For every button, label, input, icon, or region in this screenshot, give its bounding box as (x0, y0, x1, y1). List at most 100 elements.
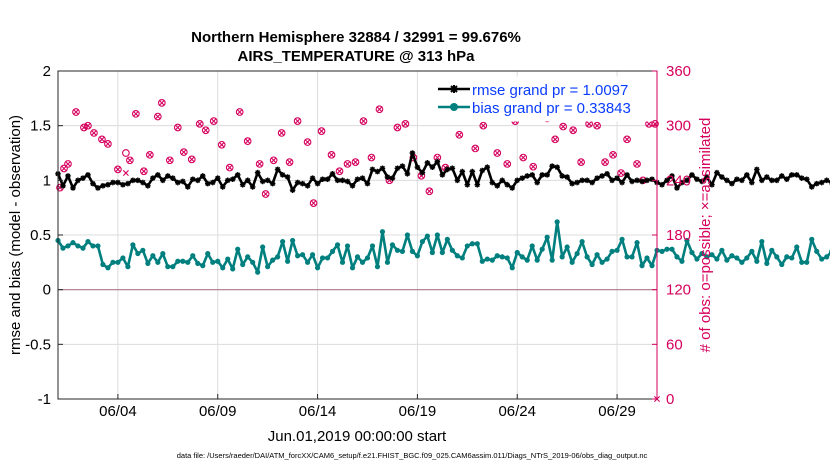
obs-possible-point (285, 158, 294, 166)
obs-possible-point (72, 108, 80, 116)
obs-possible-point (209, 117, 218, 125)
bias-point (170, 264, 176, 270)
bias-point (454, 253, 460, 259)
obs-assimilated-point (504, 160, 511, 167)
obs-possible-point (132, 109, 140, 118)
rmse-point (354, 176, 361, 183)
rmse-point (604, 170, 610, 177)
rmse-point (739, 177, 745, 184)
obs-assimilated-point (318, 128, 325, 135)
rmse-point (494, 183, 501, 189)
rmse-point (664, 177, 670, 184)
obs-assimilated-point (610, 151, 617, 158)
bias-point (160, 250, 166, 257)
chart-title: Northern Hemisphere 32884 / 32991 = 99.6… (191, 29, 521, 46)
bias-point (429, 249, 435, 256)
rmse-point (788, 172, 795, 178)
bias-point (120, 255, 126, 261)
rmse-point (274, 166, 281, 173)
bias-point (309, 252, 316, 258)
y-tick-label: 1.5 (30, 118, 51, 135)
rmse-point (184, 184, 191, 190)
bias-point (200, 263, 206, 269)
bias-point (759, 238, 765, 245)
rmse-point (429, 164, 436, 171)
rmse-point (85, 172, 91, 178)
bias-point (110, 259, 116, 265)
y2-tick-label: 60 (666, 336, 683, 353)
y-tick-label: 2 (43, 63, 51, 80)
obs-assimilated-point (196, 120, 203, 127)
y2-tick-label: 0 (666, 391, 674, 408)
rmse-point (419, 169, 426, 176)
rmse-point (694, 176, 700, 183)
bias-point (329, 248, 336, 254)
rmse-point (514, 177, 521, 184)
obs-possible-point (569, 126, 577, 135)
obs-assimilated-point (158, 99, 165, 106)
legend-box (433, 76, 653, 122)
obs-possible-point (617, 169, 625, 177)
bias-point (250, 259, 256, 265)
bias-point (679, 258, 685, 264)
bias-point (439, 249, 445, 256)
chart-subtitle: AIRS_TEMPERATURE @ 313 hPa (238, 48, 476, 65)
bias-point (764, 260, 770, 267)
bias-point (150, 253, 156, 259)
rmse-point (634, 177, 640, 184)
bias-point (135, 250, 141, 257)
obs-assimilated-point (72, 109, 79, 115)
rmse-point (449, 165, 456, 172)
bias-point (344, 243, 351, 249)
bias-point (105, 265, 111, 271)
obs-possible-point (609, 150, 617, 159)
obs-possible-point (269, 156, 278, 165)
rmse-point (179, 178, 186, 185)
rmse-point (704, 174, 710, 180)
obs-assimilated-point (586, 120, 593, 127)
bias-point (574, 250, 580, 257)
x-tick-label: 06/04 (99, 403, 137, 420)
bias-point (449, 247, 455, 253)
bias-point (464, 243, 470, 249)
obs-possible-point (375, 105, 384, 114)
obs-possible-point (493, 149, 502, 157)
rmse-point (224, 177, 231, 184)
bias-point (280, 238, 286, 245)
rmse-point (659, 181, 665, 188)
rmse-point (115, 179, 121, 186)
obs-possible-point (303, 138, 312, 146)
rmse-point (544, 172, 550, 178)
y2-axis-label: # of obs: o=possible; ×=assimilated (697, 118, 714, 353)
bias-point (175, 258, 181, 264)
rmse-point (793, 172, 800, 178)
rmse-point (559, 173, 565, 179)
obs-assimilated-point (394, 124, 401, 131)
bias-point (469, 241, 475, 247)
bias-point (619, 236, 625, 242)
y-tick-label: -1 (38, 391, 51, 408)
rmse-point (619, 179, 625, 186)
axis-ticks: 06/04 06/09 06/14 06/19 06/24 06/29 -1 -0.5 0 0.5… (25, 63, 691, 420)
obs-assimilated-point (530, 163, 537, 170)
obs-possible-point (593, 121, 601, 130)
bias-point (130, 242, 136, 248)
bias-point (644, 255, 650, 261)
bias-point (230, 266, 236, 272)
obs-possible-point (153, 112, 162, 121)
bias-point (769, 247, 775, 253)
legend[interactable]: rmse grand pr = 1.0097 bias grand pr = 0… (433, 76, 653, 122)
obs-possible-point (551, 135, 560, 144)
rmse-point (709, 181, 715, 188)
y2-tick-label: 360 (666, 63, 691, 80)
rmse-point (679, 179, 685, 186)
obs-possible-point (351, 158, 360, 166)
rmse-point (684, 177, 690, 184)
rmse-point (823, 177, 830, 184)
obs-possible-point (529, 162, 538, 171)
obs-assimilated-point (570, 127, 577, 134)
bias-point (205, 250, 211, 257)
obs-possible-point (335, 167, 344, 176)
bias-point (579, 238, 585, 245)
bias-point (489, 257, 495, 263)
